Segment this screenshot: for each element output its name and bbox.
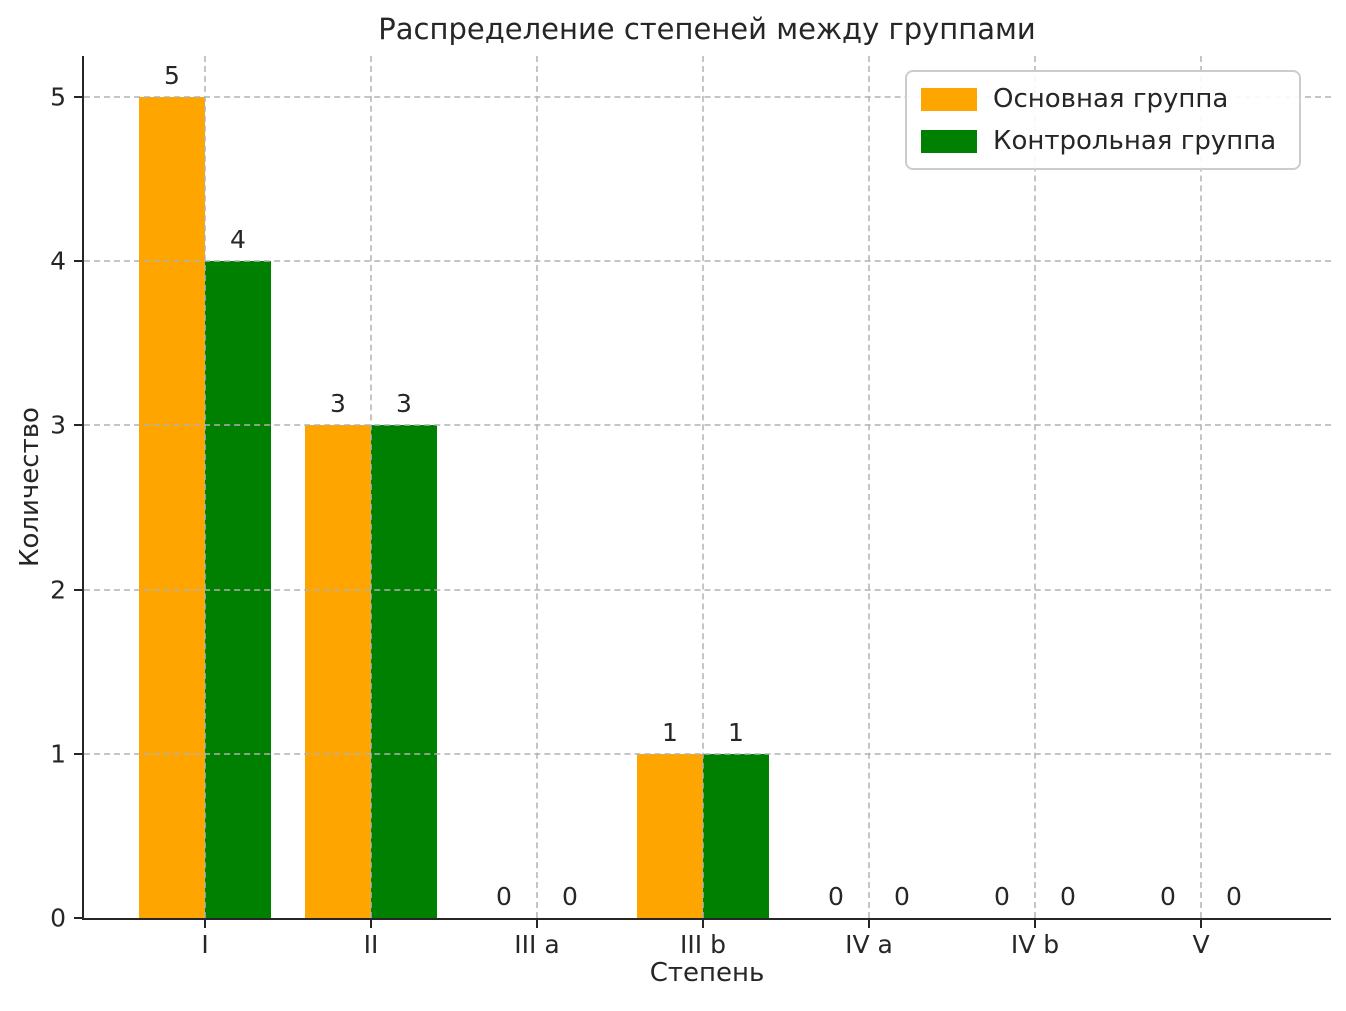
x-tick-mark bbox=[1200, 920, 1202, 928]
legend: Основная группа Контрольная группа bbox=[905, 70, 1301, 170]
y-tick-mark bbox=[74, 917, 82, 919]
x-axis-spine bbox=[82, 918, 1331, 920]
legend-swatch-control-group-icon bbox=[921, 129, 977, 153]
y-axis-spine bbox=[82, 56, 84, 920]
x-tick-label: II bbox=[363, 930, 379, 959]
legend-item-main-group: Основная группа bbox=[921, 84, 1281, 114]
x-tick-mark bbox=[868, 920, 870, 928]
x-tick-label: IV b bbox=[1010, 930, 1060, 959]
y-tick-label: 4 bbox=[50, 246, 66, 276]
y-tick-mark bbox=[74, 260, 82, 263]
x-tick-label: I bbox=[201, 930, 209, 959]
x-tick-mark bbox=[204, 920, 206, 928]
y-tick-label: 1 bbox=[50, 739, 66, 769]
legend-label-main-group: Основная группа bbox=[993, 84, 1229, 114]
x-tick-mark bbox=[1034, 920, 1036, 928]
x-tick-label: III a bbox=[514, 930, 560, 959]
bar bbox=[139, 97, 205, 918]
x-tick-label: III b bbox=[680, 930, 726, 959]
bar bbox=[637, 753, 703, 918]
x-tick-label: V bbox=[1192, 930, 1210, 959]
y-tick-mark bbox=[74, 96, 82, 99]
x-tick-mark bbox=[536, 920, 538, 928]
bar bbox=[703, 753, 769, 918]
bar bbox=[305, 425, 371, 918]
y-tick-mark bbox=[74, 588, 82, 591]
x-tick-mark bbox=[370, 920, 372, 928]
x-tick-mark bbox=[702, 920, 704, 928]
chart-title: Распределение степеней между группами bbox=[378, 12, 1036, 46]
x-tick-label: IV a bbox=[845, 930, 893, 959]
y-tick-mark bbox=[74, 424, 82, 427]
y-tick-label: 3 bbox=[50, 410, 66, 440]
legend-item-control-group: Контрольная группа bbox=[921, 126, 1281, 156]
y-tick-label: 2 bbox=[50, 575, 66, 605]
y-tick-label: 5 bbox=[50, 82, 66, 112]
legend-label-control-group: Контрольная группа bbox=[993, 126, 1277, 156]
x-axis-label: Степень bbox=[649, 958, 765, 988]
bar bbox=[371, 425, 437, 918]
legend-swatch-main-group-icon bbox=[921, 87, 977, 111]
y-tick-label: 0 bbox=[50, 903, 66, 933]
y-tick-mark bbox=[74, 752, 82, 755]
